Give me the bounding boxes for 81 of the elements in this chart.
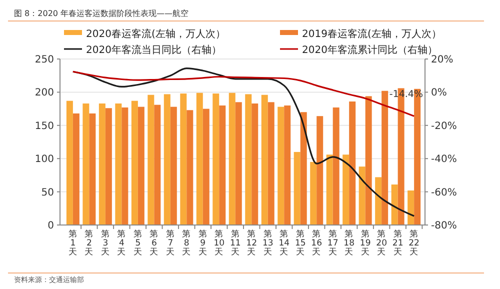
bar: [326, 154, 333, 225]
bar: [89, 113, 96, 225]
bar: [202, 108, 210, 225]
bar: [138, 106, 144, 225]
y-tick-label: 0: [48, 220, 54, 232]
y2-tick-label: -80%: [431, 220, 457, 232]
bar: [66, 100, 73, 225]
bar: [196, 92, 203, 225]
bar: [245, 94, 252, 225]
bar: [332, 107, 340, 225]
bar: [342, 154, 350, 225]
bar: [382, 90, 388, 225]
y2-tick-label: -20%: [431, 120, 457, 132]
bar: [358, 166, 366, 225]
bar: [72, 113, 80, 225]
legend-label: 2020年客流当日同比（右轴）: [86, 44, 222, 56]
y2-tick-label: -40%: [431, 154, 457, 166]
x-tick-label: 第16天: [311, 228, 322, 258]
bar: [268, 102, 274, 225]
bar: [122, 107, 128, 225]
bar: [235, 102, 242, 225]
bar: [228, 92, 236, 225]
chart-title: 图 8：2020 年春运客运数据阶段性表现——航空: [14, 9, 189, 18]
x-tick-label: 第9天: [198, 228, 208, 258]
bar: [219, 105, 226, 225]
bar: [180, 94, 187, 225]
legend-label: 2019春运客流(左轴，万人次）: [302, 28, 442, 40]
bar: [391, 184, 398, 225]
x-tick-label: 第4天: [117, 228, 126, 258]
y-tick-label: 100: [34, 154, 54, 166]
y-tick-label: 200: [34, 88, 54, 99]
x-tick-label: 第5天: [133, 228, 142, 258]
y-tick-label: 150: [34, 120, 54, 132]
bar: [105, 108, 112, 225]
x-tick-label: 第1天: [68, 228, 78, 258]
bar: [300, 112, 307, 225]
x-tick-label: 第12天: [246, 228, 258, 258]
y-tick-label: 250: [34, 54, 54, 66]
bar: [170, 106, 177, 225]
bar: [212, 94, 220, 225]
x-tick-label: 第2天: [84, 228, 94, 258]
bar: [375, 177, 382, 225]
bar: [349, 101, 356, 225]
x-tick-label: 第6天: [150, 228, 159, 258]
bar: [115, 103, 122, 225]
bar: [365, 96, 372, 225]
x-tick-label: 第14天: [278, 228, 290, 258]
bar: [164, 94, 170, 225]
x-tick-label: 第7天: [166, 228, 175, 258]
bar: [82, 103, 90, 225]
y2-tick-label: 20%: [431, 54, 454, 66]
y2-tick-label: -60%: [431, 187, 457, 198]
x-tick-label: 第20天: [376, 228, 387, 258]
y-tick-label: 50: [41, 187, 54, 198]
x-tick-label: 第18天: [344, 228, 354, 258]
x-tick-label: 第11天: [230, 228, 241, 258]
x-tick-label: 第8天: [182, 228, 192, 258]
x-tick-label: 第21天: [392, 228, 404, 258]
x-tick-label: 第10天: [214, 228, 225, 258]
bar: [186, 110, 194, 225]
bar: [284, 105, 291, 225]
y2-tick-label: 0%: [431, 88, 447, 99]
bar: [310, 162, 317, 225]
x-tick-label: 第13天: [262, 228, 274, 258]
x-tick-label: 第19天: [360, 228, 371, 258]
legend-label: 2020春运客流(左轴，万人次）: [86, 28, 226, 40]
bar: [278, 106, 284, 225]
legend-label: 2020年客流累计同比（右轴）: [302, 44, 438, 56]
bar: [316, 116, 324, 225]
bar: [148, 94, 154, 225]
bar: [261, 94, 268, 225]
bar: [252, 103, 258, 225]
bar: [154, 104, 161, 225]
x-tick-label: 第22天: [408, 228, 420, 258]
bar: [294, 152, 300, 225]
x-tick-label: 第17天: [327, 228, 338, 258]
x-tick-label: 第3天: [100, 228, 110, 258]
bar: [408, 190, 414, 225]
bar: [131, 100, 138, 225]
x-tick-label: 第15天: [294, 228, 306, 258]
bar: [98, 103, 106, 225]
